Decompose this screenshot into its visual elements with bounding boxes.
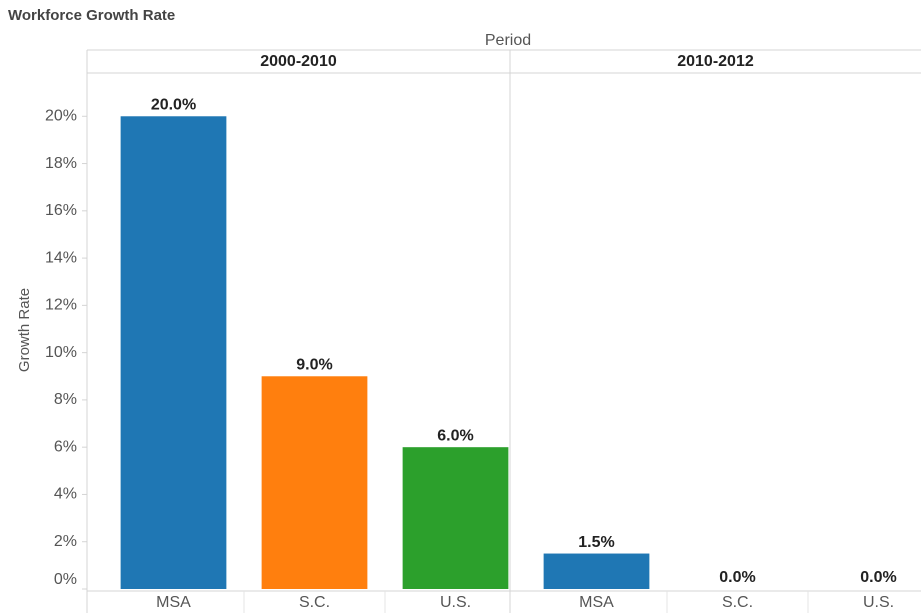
panel-header: 2000-2010 (260, 53, 337, 70)
bar (543, 553, 650, 589)
value-label: 1.5% (578, 534, 614, 551)
x-tick-label: S.C. (299, 594, 330, 611)
bar (120, 116, 227, 589)
x-tick-label: S.C. (722, 594, 753, 611)
y-tick-label: 0% (54, 571, 77, 588)
y-tick-label: 6% (54, 438, 77, 455)
bar (261, 376, 368, 589)
value-label: 6.0% (437, 427, 473, 444)
x-tick-label: MSA (579, 594, 614, 611)
value-label: 0.0% (860, 569, 896, 586)
y-tick-label: 12% (45, 297, 77, 314)
y-tick-label: 10% (45, 344, 77, 361)
y-tick-label: 8% (54, 391, 77, 408)
value-label: 9.0% (296, 356, 332, 373)
x-tick-label: U.S. (440, 594, 471, 611)
value-label: 20.0% (151, 96, 196, 113)
y-tick-label: 20% (45, 107, 77, 124)
y-tick-label: 18% (45, 155, 77, 172)
value-label: 0.0% (719, 569, 755, 586)
x-tick-label: U.S. (863, 594, 894, 611)
x-header: Period (485, 32, 531, 49)
y-axis-title: Growth Rate (16, 288, 33, 372)
y-tick-label: 16% (45, 202, 77, 219)
y-tick-label: 2% (54, 533, 77, 550)
y-tick-label: 4% (54, 486, 77, 503)
chart-title: Workforce Growth Rate (8, 7, 175, 24)
panel-header: 2010-2012 (677, 53, 754, 70)
x-tick-label: MSA (156, 594, 191, 611)
y-tick-label: 14% (45, 249, 77, 266)
bar (402, 447, 509, 589)
